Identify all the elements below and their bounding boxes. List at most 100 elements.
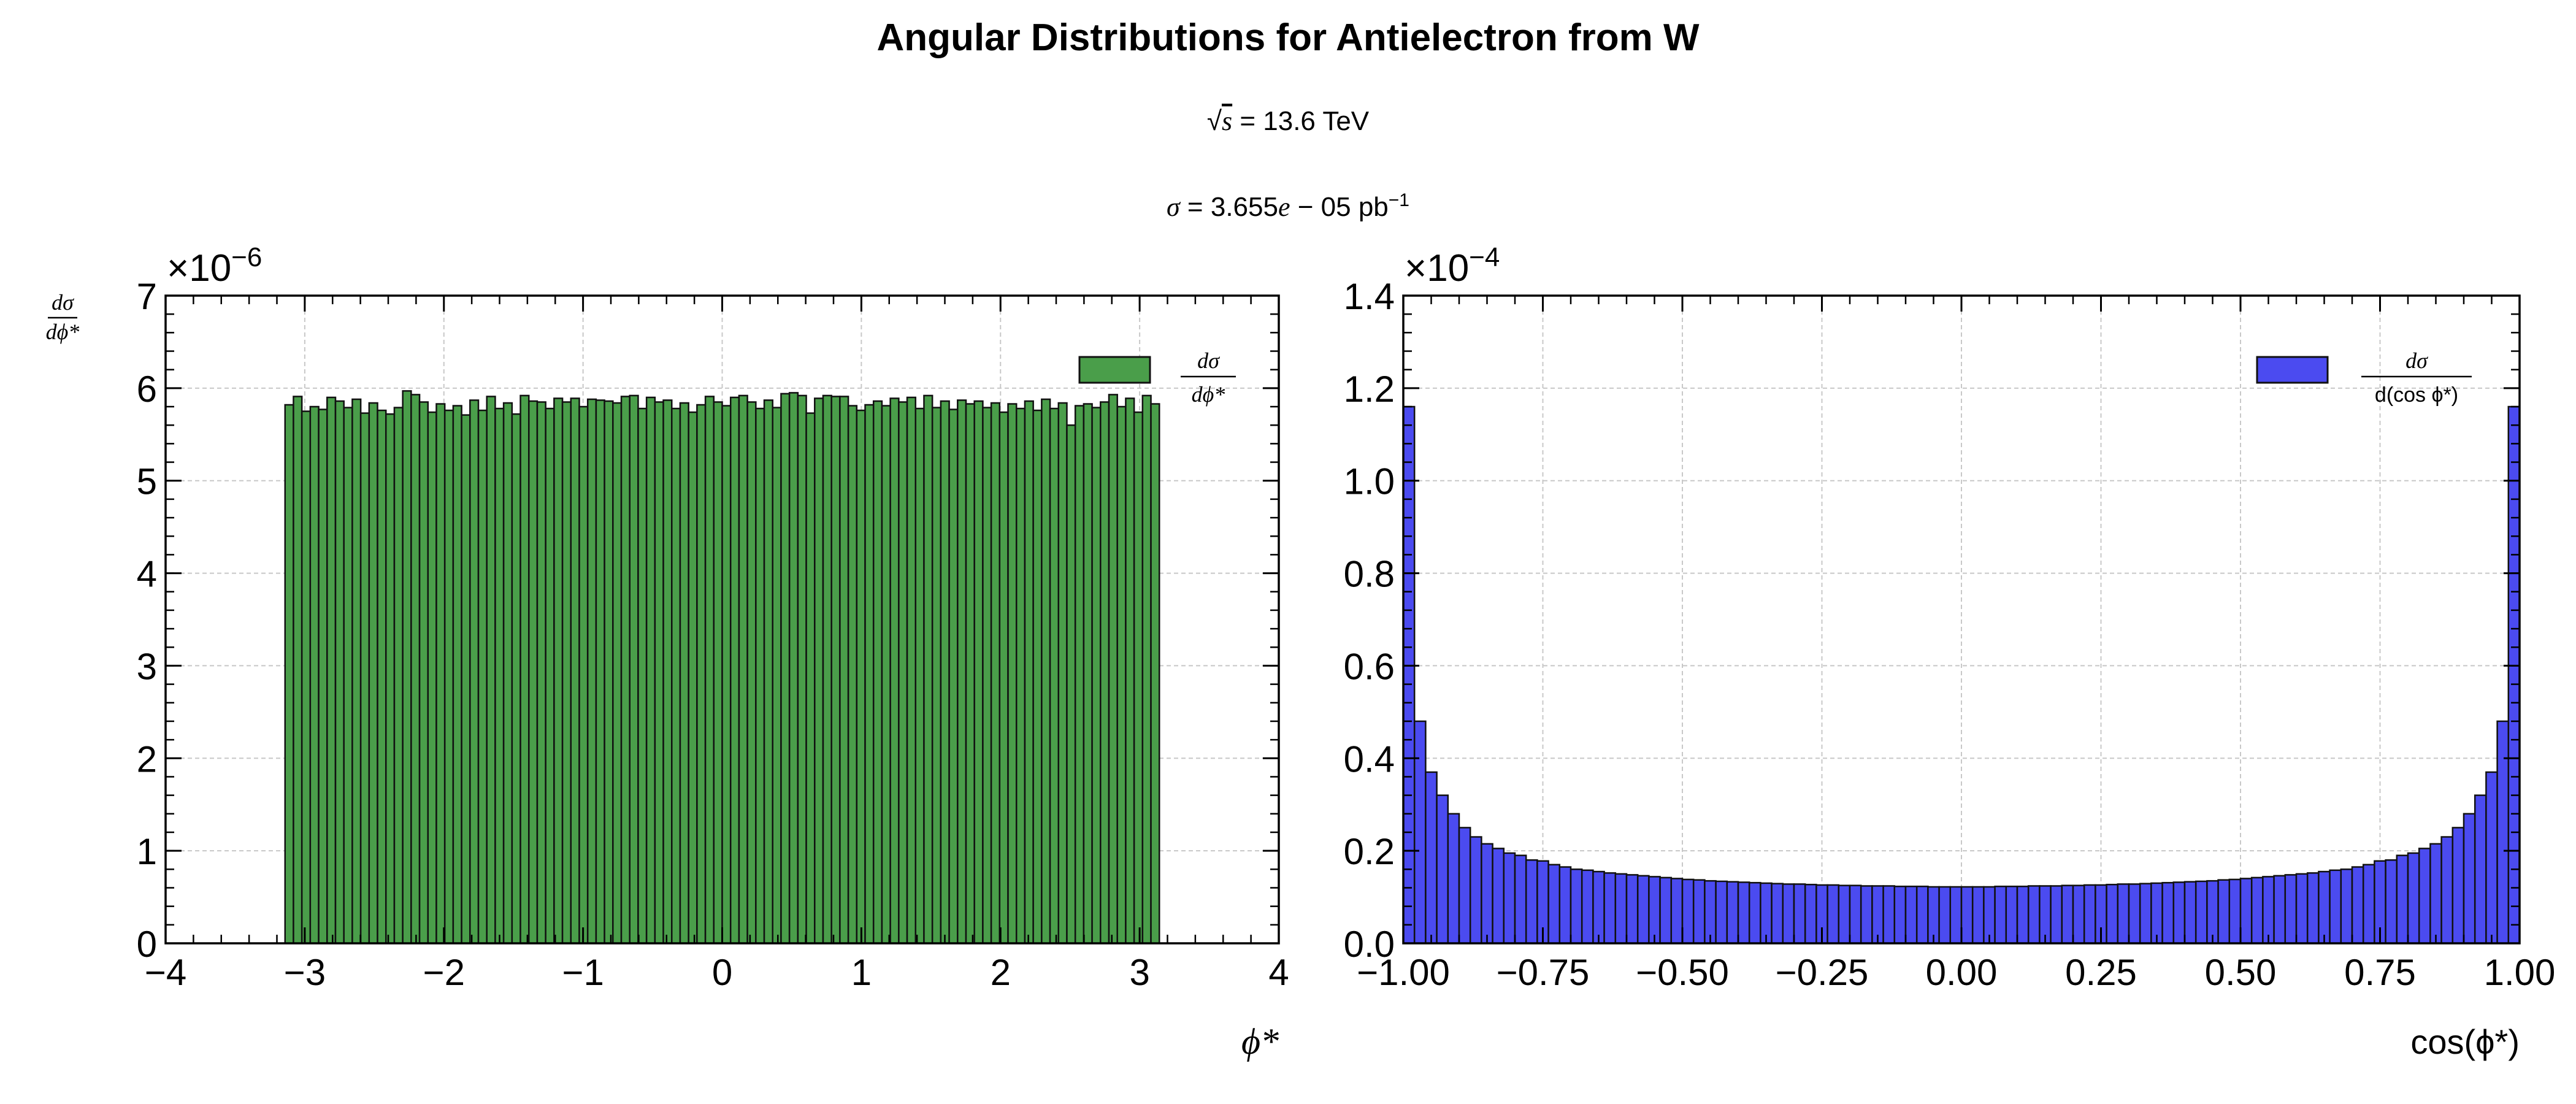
histogram-bar (2351, 866, 2364, 945)
histogram-bar (645, 396, 656, 945)
histogram-bar (293, 396, 303, 945)
histogram-bar (729, 396, 740, 945)
histogram-bar (326, 396, 337, 945)
histogram-bar (1041, 398, 1051, 945)
histogram-bar (1681, 878, 1695, 945)
histogram-bar (721, 405, 732, 945)
right-ticks: −1.00 −0.75 −0.50 −0.25 0.00 0.25 0.50 0.75 1.00… (1344, 276, 2556, 993)
histogram-bar (1492, 848, 1505, 945)
histogram-bar (982, 407, 992, 945)
right-legend-num: dσ (2405, 348, 2428, 373)
histogram-bar (2039, 885, 2052, 945)
left-multiplier: ×10−6 (167, 242, 262, 290)
histogram-bar (2228, 878, 2242, 945)
histogram-bar (1893, 885, 1907, 945)
histogram-bar (688, 411, 698, 945)
panel-phi: −4 −3 −2 −1 0 1 2 3 4 0 1 2 3 4 5 6 7 ×10−6 dσ dϕ* ϕ* dσ… (46, 242, 1289, 1062)
y-tick-label: 0.0 (1344, 924, 1395, 965)
right-bars (1402, 405, 2521, 945)
histogram-bar (377, 409, 387, 945)
histogram-bar (973, 400, 984, 945)
histogram-bar (2250, 876, 2264, 945)
histogram-bar (2429, 843, 2442, 945)
histogram-bar (1592, 870, 1605, 945)
histogram-bar (1793, 883, 1806, 945)
histogram-bar (2083, 884, 2096, 945)
histogram-bar (629, 394, 639, 945)
left-xlabel: ϕ* (1241, 1021, 1279, 1062)
histogram-bar (1849, 884, 1862, 945)
y-tick-label: 0.6 (1344, 646, 1395, 687)
x-tick-label: −2 (423, 952, 465, 993)
histogram-bar (1066, 424, 1076, 945)
histogram-bar (536, 401, 546, 945)
energy-label: √s = 13.6 TeV (1207, 106, 1370, 136)
left-legend: dσ dϕ* (1078, 348, 1236, 407)
histogram-bar (410, 394, 421, 945)
histogram-bar (1838, 884, 1851, 945)
histogram-bar (435, 403, 446, 945)
histogram-bar (2295, 873, 2309, 945)
histogram-bar (788, 392, 799, 945)
histogram-bar (1525, 859, 1538, 945)
histogram-bar (1581, 869, 1594, 945)
x-tick-label: 0.75 (2344, 952, 2416, 993)
histogram-bar (301, 410, 312, 945)
histogram-bar (2284, 874, 2298, 945)
histogram-bar (2172, 881, 2186, 945)
x-tick-label: −1.00 (1357, 952, 1450, 993)
histogram-bar (2485, 771, 2498, 945)
histogram-bar (696, 404, 707, 945)
x-tick-label: 0 (712, 952, 732, 993)
histogram-bar (1827, 884, 1840, 945)
left-ticks: −4 −3 −2 −1 0 1 2 3 4 0 1 2 3 4 5 6 7 (137, 276, 1289, 993)
histogram-bar (334, 400, 345, 945)
histogram-bar (1659, 876, 1673, 945)
histogram-bar (654, 401, 664, 945)
xsec-sup: −1 (1389, 190, 1409, 210)
histogram-bar (679, 402, 689, 945)
y-tick-label: 5 (137, 461, 157, 502)
histogram-bar (738, 394, 748, 945)
x-tick-label: −3 (284, 952, 326, 993)
histogram-bar (1447, 813, 1460, 945)
histogram-bar (1116, 405, 1127, 945)
histogram-bar (402, 390, 412, 945)
histogram-bar (805, 412, 816, 945)
histogram-bar (1860, 885, 1873, 945)
histogram-bar (2061, 884, 2074, 945)
histogram-bar (1648, 876, 1661, 945)
histogram-bar (889, 397, 900, 945)
histogram-bar (570, 397, 580, 945)
histogram-bar (2206, 880, 2219, 945)
histogram-bar (1994, 885, 2007, 945)
histogram-bar (553, 397, 564, 945)
histogram-bar (469, 399, 480, 945)
histogram-bar (519, 394, 530, 945)
x-tick-label: 0.00 (1926, 952, 1998, 993)
histogram-bar (1547, 864, 1561, 945)
histogram-bar (1108, 394, 1118, 945)
histogram-bar (545, 407, 555, 945)
histogram-bar (2306, 872, 2320, 945)
histogram-bar (1960, 886, 1974, 945)
histogram-bar (561, 401, 572, 945)
histogram-bar (443, 409, 454, 945)
histogram-bar (914, 407, 925, 945)
histogram-bar (1032, 409, 1043, 945)
histogram-bar (1570, 868, 1583, 945)
histogram-bar (1074, 405, 1085, 945)
histogram-bar (2005, 885, 2018, 945)
histogram-bar (1141, 394, 1152, 945)
right-multiplier: ×10−4 (1405, 242, 1500, 290)
histogram-bar (2418, 848, 2431, 945)
y-tick-label: 4 (137, 554, 157, 595)
histogram-bar (2161, 881, 2175, 945)
histogram-bar (578, 405, 589, 945)
histogram-bar (1436, 794, 1449, 945)
histogram-bar (830, 396, 841, 945)
x-tick-label: −1 (562, 952, 604, 993)
histogram-bar (477, 409, 488, 945)
xsec-value: = 3.655 (1180, 192, 1278, 222)
